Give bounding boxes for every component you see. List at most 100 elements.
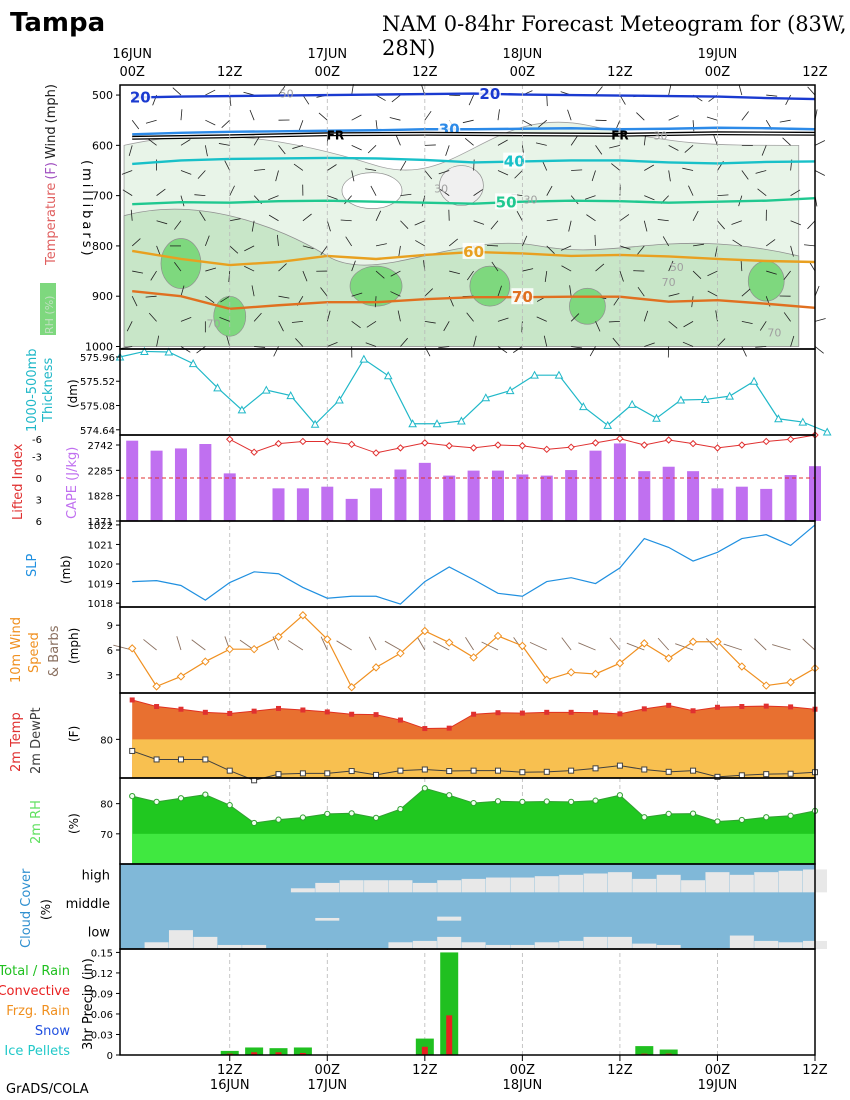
isotherm-label-bg	[478, 84, 501, 101]
wind-barb	[391, 94, 401, 103]
wind-barb	[439, 188, 450, 196]
wind10m-barb	[705, 638, 718, 651]
wind10m-panel: 3 6 9	[107, 611, 820, 692]
precip-total-bar	[245, 1047, 264, 1055]
wind-barb	[611, 163, 621, 171]
wind-barb	[251, 220, 255, 232]
wind-barb	[546, 245, 555, 254]
thickness-point	[164, 347, 174, 356]
precip-tick-label: 0.06	[91, 1010, 113, 1021]
wind-barb	[782, 137, 791, 146]
wind-barb	[366, 321, 377, 328]
rh2m-point	[641, 814, 648, 821]
rh-contour-label: 50	[670, 261, 684, 274]
cloud-low-bar	[607, 936, 632, 949]
cloud-high-bar	[778, 870, 803, 893]
wind10m-barb	[176, 636, 182, 651]
cape-tick-label: 2742	[88, 441, 113, 452]
credit-label: GrADS/COLA	[6, 1082, 89, 1097]
rh2m-point	[665, 810, 672, 818]
li-point	[786, 435, 795, 444]
wind-barb	[375, 94, 386, 101]
thickness-point	[359, 354, 369, 363]
wind10m-barb	[609, 637, 621, 651]
wind-barb	[514, 170, 523, 179]
rh-contour-label: 30	[434, 183, 448, 196]
cloud-low-bar	[632, 943, 657, 949]
wind-barb	[275, 170, 279, 182]
wind-barb	[365, 342, 377, 347]
rh2m-point	[153, 798, 160, 805]
cape-bar	[589, 450, 602, 521]
temp-point	[544, 709, 550, 715]
li-point	[567, 443, 575, 451]
wind-barb	[595, 321, 601, 332]
wind-barb	[637, 245, 645, 255]
time-top-label: 12Z	[412, 65, 438, 80]
wind-barb	[278, 295, 290, 299]
wind-barb	[619, 214, 630, 222]
wind-barb	[174, 262, 182, 272]
li-point	[396, 444, 405, 452]
dewpt-point	[421, 766, 428, 773]
cloud-ylabel: Cloud Cover	[19, 868, 34, 948]
temp-point	[422, 726, 428, 732]
thickness-tick-label: 574.64	[80, 426, 115, 437]
cloud-low-bar	[754, 940, 779, 949]
wind-barb	[172, 87, 182, 96]
dewpt-point	[226, 767, 233, 774]
dewpt-point	[494, 767, 501, 774]
li-point	[421, 439, 429, 447]
rh2m-ylabel: 2m RH	[29, 800, 44, 844]
wind-barb	[278, 263, 287, 272]
wind-barb	[180, 170, 192, 175]
wind-barb	[682, 341, 694, 347]
rh2m-point	[689, 810, 697, 817]
cloud-background	[120, 864, 815, 949]
rh2m-point	[787, 812, 794, 819]
wind-barb	[804, 244, 816, 247]
temp-tick-label: 80	[100, 735, 113, 746]
wind10m-barb	[288, 640, 304, 651]
rh-legend-label: RH (%)	[43, 296, 56, 334]
thickness-ylabel: (dm)	[66, 379, 80, 408]
dewpt-point	[543, 768, 550, 775]
dewpt-point	[616, 762, 623, 769]
precip-total-bar	[415, 1038, 434, 1055]
li-ylabel: Lifted Index	[11, 443, 26, 520]
cape-ylabel: CAPE (J/kg)	[65, 447, 80, 519]
wind-barb	[741, 346, 747, 357]
thickness-point	[140, 346, 149, 355]
li-point	[640, 441, 649, 449]
time-bottom-label: 12Z	[607, 1063, 633, 1078]
wind-barb	[569, 285, 572, 297]
cloud-high-bar	[583, 873, 608, 893]
precip-total-bar	[440, 952, 459, 1055]
li-point	[518, 442, 527, 450]
temp-point	[129, 697, 135, 703]
precip-total-bar	[293, 1047, 312, 1055]
thickness-point	[627, 399, 637, 408]
wind-barb	[302, 213, 312, 222]
wind10m-barb	[626, 642, 645, 651]
wind-barb	[205, 295, 215, 304]
li-tick-label: -3	[32, 453, 42, 464]
thickness-point	[530, 370, 539, 379]
wind-barb	[204, 235, 210, 247]
wind-barb	[121, 346, 133, 349]
time-top-label: 12Z	[607, 65, 633, 80]
cape-bar	[711, 488, 724, 521]
temp-point	[300, 707, 306, 713]
time-bottom-label: 12Z	[802, 1063, 828, 1078]
wind10m-point	[615, 659, 625, 668]
thickness-point	[213, 383, 222, 392]
isotherm-50	[132, 196, 816, 206]
thickness-point	[774, 414, 783, 423]
wind-barb	[814, 346, 824, 354]
wind10m-ylabel: 10m Wind	[9, 617, 24, 683]
wind10m-point	[298, 611, 308, 620]
panel-border-thick	[119, 348, 816, 436]
wind-barb	[318, 112, 328, 121]
wind-barb	[609, 144, 621, 149]
isotherm-label-bg	[495, 193, 518, 210]
